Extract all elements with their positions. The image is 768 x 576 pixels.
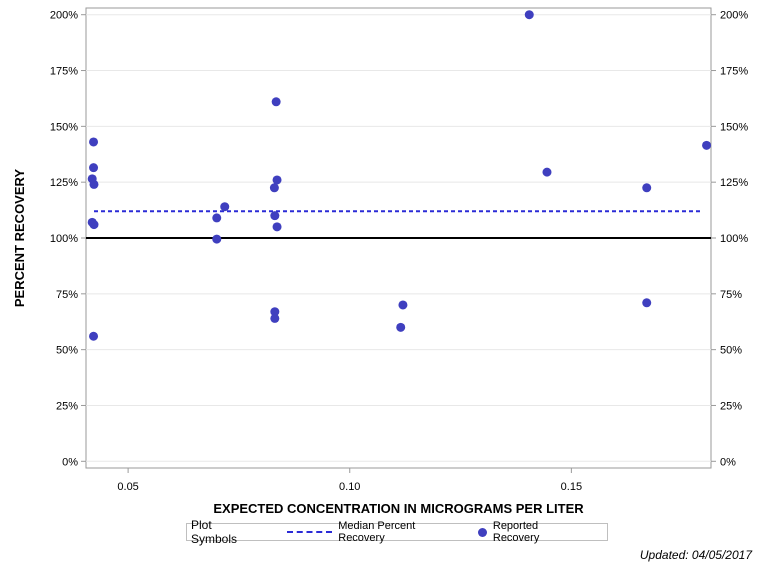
y-tick-label-left: 75% <box>56 289 78 301</box>
x-tick-label: 0.15 <box>561 481 582 493</box>
data-point <box>396 322 406 332</box>
x-tick-label: 0.10 <box>339 481 360 493</box>
axes: 0% 0% 25% 25% 50% 50% 75% 75% 100% 100% 125% 125% 15… <box>50 10 748 493</box>
y-tick-label-left: 100% <box>50 233 78 245</box>
reference-lines <box>86 210 711 239</box>
y-tick-label-right: 25% <box>720 400 742 412</box>
data-point <box>271 97 281 107</box>
y-axis-title: PERCENT RECOVERY <box>12 169 27 308</box>
data-point <box>89 163 99 173</box>
legend-item-reported: Reported Recovery <box>477 520 587 544</box>
data-point <box>270 313 280 323</box>
y-tick-label-left: 200% <box>50 10 78 22</box>
y-tick-label-right: 50% <box>720 345 742 357</box>
y-tick-label-right: 200% <box>720 10 748 22</box>
data-point <box>398 300 408 310</box>
data-points <box>87 10 712 341</box>
data-point <box>270 211 280 221</box>
data-point <box>89 137 99 147</box>
data-point <box>220 202 230 212</box>
y-tick-label-right: 175% <box>720 66 748 78</box>
y-tick-label-left: 150% <box>50 121 78 133</box>
y-tick-label-left: 0% <box>62 456 78 468</box>
data-point <box>89 220 99 230</box>
y-tick-label-right: 0% <box>720 456 736 468</box>
data-point <box>272 222 282 232</box>
y-tick-label-left: 25% <box>56 400 78 412</box>
y-tick-label-right: 150% <box>720 121 748 133</box>
data-point <box>212 234 222 244</box>
legend-label-median: Median Percent Recovery <box>338 520 416 544</box>
data-point <box>89 179 99 189</box>
data-point <box>524 10 534 20</box>
x-tick-label: 0.05 <box>117 481 138 493</box>
data-point <box>270 307 280 317</box>
legend-label-reported: Reported Recovery <box>492 520 540 544</box>
legend: Plot Symbols Median Percent Recovery Rep… <box>186 518 608 546</box>
legend-title: Plot Symbols <box>191 518 238 546</box>
y-tick-label-right: 75% <box>720 289 742 301</box>
legend-item-median: Median Percent Recovery <box>286 520 464 544</box>
data-point <box>542 167 552 177</box>
data-point <box>212 213 222 223</box>
y-tick-label-left: 125% <box>50 177 78 189</box>
data-point <box>272 175 282 185</box>
data-point <box>642 183 652 193</box>
y-tick-label-left: 50% <box>56 345 78 357</box>
data-point <box>702 140 712 150</box>
y-tick-label-left: 175% <box>50 66 78 78</box>
data-point <box>642 298 652 308</box>
dot-icon <box>477 527 487 537</box>
dashed-line-icon <box>286 531 333 533</box>
data-point <box>269 183 279 193</box>
updated-date: Updated: 04/05/2017 <box>639 548 752 562</box>
y-tick-label-right: 125% <box>720 177 748 189</box>
x-axis-title: EXPECTED CONCENTRATION IN MICROGRAMS PER… <box>213 501 584 516</box>
y-tick-label-right: 100% <box>720 233 748 245</box>
data-point <box>89 331 99 341</box>
